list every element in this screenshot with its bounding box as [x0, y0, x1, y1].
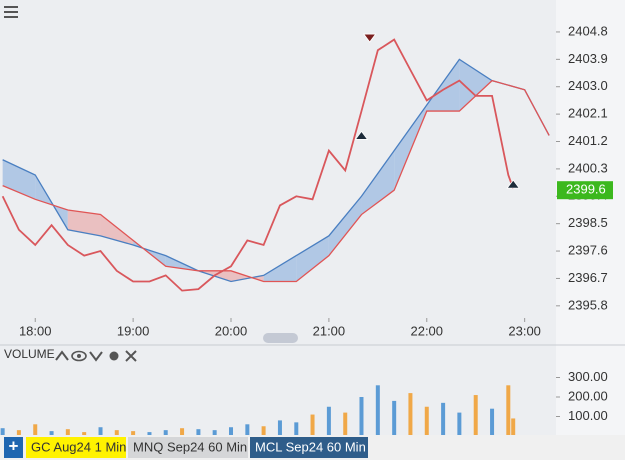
x-tick-label: 23:00 [508, 323, 541, 338]
cloud-span-b [2, 79, 550, 283]
y-tick-label: 2403.9 [568, 51, 608, 66]
cloud-segment [361, 150, 395, 215]
signal-marker [506, 179, 521, 189]
volume-bar [310, 414, 315, 436]
tab[interactable] [26, 437, 126, 458]
volume-bar [180, 428, 185, 436]
volume-bar [375, 385, 380, 436]
volume-bar [473, 395, 478, 436]
last-price-label: 2399.6 [566, 182, 606, 197]
volume-bar [49, 431, 54, 436]
tab[interactable] [128, 437, 248, 458]
y-tick-label: 2400.3 [568, 160, 608, 175]
tab-label[interactable]: MCL Sep24 60 Min [255, 439, 366, 454]
add-tab-button[interactable] [4, 437, 23, 458]
volume-bar [359, 397, 364, 436]
volume-bar [131, 431, 136, 436]
volume-bar [408, 393, 413, 436]
x-tick-label: 22:00 [410, 323, 443, 338]
last-price-box [557, 181, 613, 200]
volume-bar [294, 422, 299, 436]
y-tick-label: 2397.6 [568, 242, 608, 257]
y-tick-label: 2396.7 [568, 270, 608, 285]
volume-bar [326, 406, 331, 436]
volume-bar [98, 427, 103, 436]
volume-bar [441, 402, 446, 436]
cloud-segment [100, 214, 134, 245]
price-line [1, 38, 515, 292]
y-tick-label: 2398.5 [568, 215, 608, 230]
signal-marker [354, 130, 369, 140]
volume-bar [0, 428, 5, 436]
y-tick-label: 2395.8 [568, 297, 608, 312]
volume-bar [16, 430, 21, 436]
volume-bar [82, 432, 87, 436]
y-tick-label: 2401.2 [568, 133, 608, 148]
volume-bar [490, 408, 495, 436]
cloud-segment [296, 235, 329, 282]
signal-marker [362, 33, 377, 43]
add-tab-label[interactable]: + [9, 436, 19, 455]
x-tick-label: 21:00 [313, 323, 346, 338]
y-tick-label: 2404.8 [568, 23, 608, 38]
menu-icon[interactable] [4, 6, 18, 18]
x-tick-label: 20:00 [215, 323, 248, 338]
volume-bar [392, 400, 397, 436]
cloud-span-a [2, 58, 550, 283]
volume-bar [65, 429, 70, 436]
volume-bar [212, 430, 217, 436]
x-tick-label: 19:00 [117, 323, 150, 338]
volume-tick-label: 300.00 [568, 369, 608, 384]
volume-title: VOLUME [4, 347, 55, 361]
axis-area [556, 0, 625, 435]
volume-bar [424, 406, 429, 436]
volume-tick-label: 200.00 [568, 388, 608, 403]
volume-bar [457, 412, 462, 436]
volume-bar [261, 426, 266, 436]
x-tick-label: 18:00 [19, 323, 52, 338]
cloud-segment [67, 209, 101, 236]
volume-bar [114, 430, 119, 436]
volume-bar [343, 412, 348, 436]
volume-bar [196, 429, 201, 436]
volume-bar [147, 432, 152, 436]
cloud-segment [459, 59, 493, 112]
tab-label[interactable]: MNQ Sep24 60 Min [133, 439, 247, 454]
cloud-segment [426, 59, 460, 112]
volume-bar [511, 418, 516, 436]
volume-tools[interactable] [55, 350, 137, 362]
volume-bar [229, 427, 234, 436]
tab-label[interactable]: GC Aug24 1 Min [31, 439, 126, 454]
scrollbar-thumb[interactable] [263, 333, 298, 343]
volume-tick-label: 100.00 [568, 408, 608, 423]
volume-bar [245, 424, 250, 436]
y-tick-label: 2402.1 [568, 106, 608, 121]
cloud-segment [2, 159, 36, 200]
volume-bar [33, 424, 38, 436]
cloud-segment [328, 196, 362, 256]
volume-bar [163, 430, 168, 436]
volume-bar [277, 420, 282, 436]
cloud-segment [263, 255, 297, 282]
y-tick-label: 2403.0 [568, 78, 608, 93]
tab[interactable] [250, 437, 368, 458]
volume-bar [506, 385, 511, 436]
